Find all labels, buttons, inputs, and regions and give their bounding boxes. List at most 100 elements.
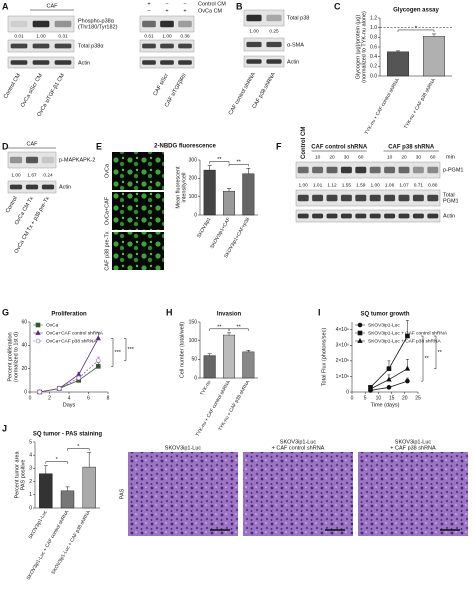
blot-band — [178, 43, 192, 49]
x-tick-label: TYK-nu + CAF control shRNA — [195, 379, 232, 438]
blot-band — [355, 166, 367, 174]
row-label: (Thr180/Tyr182) — [78, 24, 118, 30]
group-label: CAF control shRNA — [311, 145, 368, 151]
image-label: OvCa — [104, 163, 110, 178]
y-tick-label: 0.4 — [370, 54, 377, 60]
y-tick-label: 150 — [189, 319, 198, 325]
micrograph — [128, 452, 238, 536]
blot-band — [160, 20, 174, 28]
row-label: Total — [443, 192, 455, 198]
blot-band — [297, 194, 309, 202]
y-axis-label: Cell number (total/well) — [179, 322, 185, 378]
bar — [222, 190, 235, 216]
x-axis-label: Days — [63, 402, 76, 408]
marker — [367, 385, 374, 391]
panel-letter: G — [2, 307, 9, 317]
blot-band — [398, 166, 410, 174]
x-axis-label: Time (days) — [371, 402, 400, 408]
row-label: α-SMA — [287, 42, 304, 48]
panel-letter: A — [2, 1, 9, 11]
marker — [37, 389, 43, 395]
quant: 0.01 — [14, 33, 24, 39]
blot-band — [9, 184, 23, 190]
blot-band — [54, 43, 72, 49]
blot-band — [178, 20, 192, 28]
chart-title: Proliferation — [51, 312, 87, 318]
x-tick-label: 0 — [351, 395, 354, 401]
significance-bracket — [111, 338, 114, 367]
y-axis-label: Percent proliferation — [7, 332, 13, 381]
time-label: 10 — [315, 154, 321, 160]
lane-label: Control CM — [301, 127, 307, 159]
quant: 1.12 — [327, 182, 337, 188]
panel-letter: H — [166, 307, 173, 317]
x-tick-label: 25 — [415, 395, 421, 401]
quant: 1.55 — [342, 182, 352, 188]
image-label: + CAF p38 shRNA — [390, 445, 436, 451]
blot-band — [312, 166, 324, 174]
y-tick-label: 0.0 — [370, 73, 377, 79]
significance-label: * — [56, 457, 59, 463]
y-tick-label: 0 — [194, 375, 197, 381]
x-tick-label: 20 — [402, 395, 408, 401]
significance-bracket — [228, 328, 249, 331]
blot-band — [427, 194, 439, 202]
blot-band — [297, 166, 309, 174]
y-axis-label: PAS positive — [20, 460, 26, 491]
chart-title: SQ tumor growth — [361, 312, 410, 318]
micrograph — [112, 152, 164, 190]
legend-marker — [35, 338, 41, 344]
row-label: Phospho-p38α — [78, 18, 115, 24]
time-label: 20 — [329, 154, 335, 160]
time-label: 30 — [416, 154, 422, 160]
lane-label: CAF control shRNA — [228, 71, 257, 116]
significance-bracket — [124, 338, 127, 361]
blot-band — [10, 43, 28, 49]
blot-band — [178, 60, 192, 65]
blot-band — [142, 60, 156, 65]
blot-band — [25, 156, 39, 164]
stain-label: PAS — [119, 488, 125, 499]
y-tick-label: 2×10⁹ — [336, 358, 349, 364]
significance-bracket — [434, 335, 437, 369]
legend-label: OvCa — [46, 322, 59, 328]
quant: 1.00 — [299, 182, 309, 188]
quant: 1.01 — [313, 182, 323, 188]
time-label: 30 — [344, 154, 350, 160]
x-tick-label: SKOV3ip1-Luc + CAF control shRNA — [26, 509, 71, 581]
x-tick-label: 6 — [87, 395, 90, 401]
significance-label: ** — [217, 324, 222, 330]
y-tick-label: 60 — [21, 319, 27, 325]
marker — [405, 378, 410, 384]
legend-marker — [357, 337, 363, 343]
y-tick-label: 1.2 — [370, 15, 377, 21]
bar — [242, 351, 255, 379]
marker — [76, 375, 82, 381]
y-tick-label: 300 — [189, 157, 198, 163]
blot-membrane — [243, 55, 285, 68]
blot-band — [340, 213, 352, 219]
y-tick-label: 0.6 — [370, 44, 377, 50]
y-axis-label: Glycogen (μg)/protein (μg) — [355, 15, 361, 80]
panel-letter: F — [276, 141, 282, 151]
marker — [56, 386, 62, 391]
blot-band — [25, 184, 39, 190]
blot-band — [398, 213, 410, 219]
y-tick-label: 200 — [189, 176, 198, 182]
sign: + — [165, 8, 168, 14]
significance-bracket — [397, 29, 435, 32]
y-tick-label: 0.8 — [370, 35, 377, 41]
marker — [404, 365, 411, 371]
quant: 1.67 — [27, 172, 37, 178]
group-label: CAF p38 shRNA — [388, 145, 435, 151]
micrograph — [358, 452, 468, 536]
blot-band — [266, 41, 282, 48]
quant: 1.00 — [36, 33, 46, 39]
legend-marker — [357, 330, 363, 336]
significance-bracket — [45, 461, 68, 464]
blot-band — [369, 194, 381, 202]
x-tick-label: TYK-nu + CAF control shRNA — [364, 77, 401, 136]
bar — [203, 169, 216, 216]
blot-band — [398, 194, 410, 202]
